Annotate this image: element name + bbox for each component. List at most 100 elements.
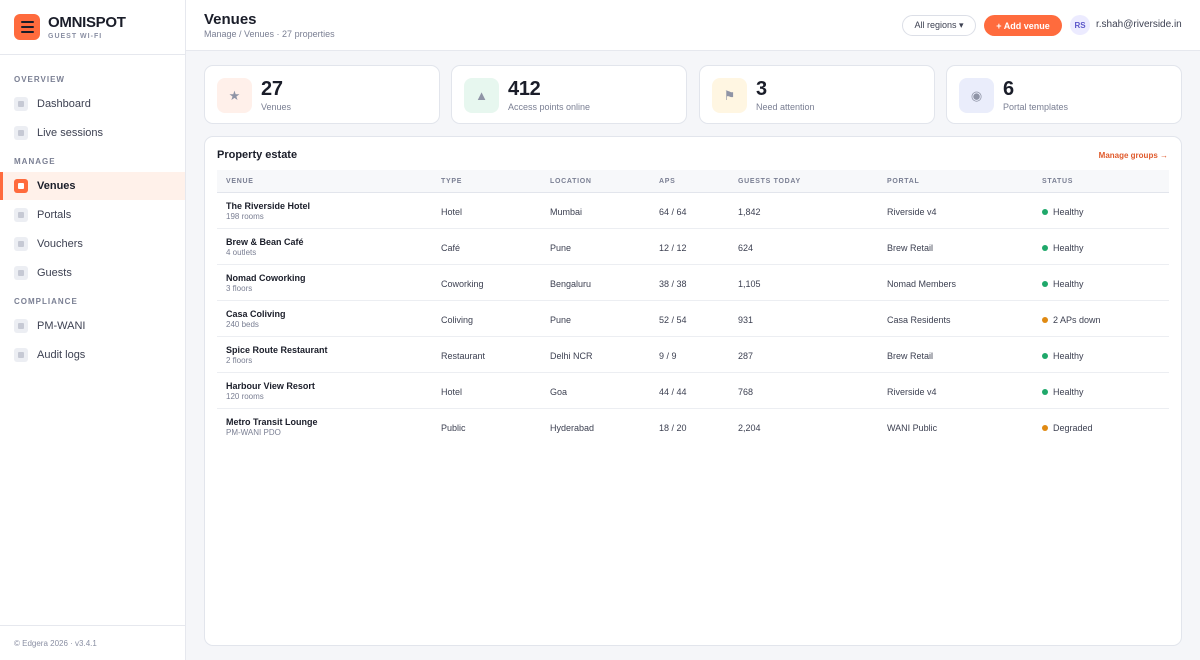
audit-logs-icon: [14, 348, 28, 362]
column-header-guests-today[interactable]: GUESTS TODAY: [738, 178, 801, 185]
status-badge: Healthy: [1042, 207, 1084, 217]
star-icon: ★: [217, 78, 252, 113]
sidebar-footer: © Edgera 2026 · v3.4.1: [0, 625, 185, 660]
status-dot-icon: [1042, 353, 1048, 359]
cell-guests-today: 1,105: [738, 279, 761, 289]
venue-detail: 240 beds: [226, 320, 259, 329]
cell-guests-today: 931: [738, 315, 754, 325]
column-header-portal[interactable]: PORTAL: [887, 178, 920, 185]
status-text: Healthy: [1053, 351, 1084, 361]
stat-card-attention: ⚑ 3 Need attention: [699, 65, 935, 124]
nav-section-manage: MANAGE: [14, 157, 56, 166]
table-row[interactable]: Harbour View Resort 120 rooms Hotel Goa 44 /…: [217, 373, 1169, 409]
sidebar-item-venues[interactable]: Venues: [0, 172, 185, 200]
manage-groups-link[interactable]: Manage groups →: [1098, 151, 1168, 160]
sidebar-item-label: Audit logs: [37, 349, 86, 361]
table-header: VENUE TYPE LOCATION APS GUESTS TODAY POR…: [217, 170, 1169, 193]
page-title: Venues: [204, 11, 257, 28]
add-venue-button[interactable]: + Add venue: [984, 15, 1062, 36]
panel-title: Property estate: [217, 149, 298, 161]
menu-icon[interactable]: [14, 14, 40, 40]
cell-location: Mumbai: [550, 207, 583, 217]
column-header-aps[interactable]: APS: [659, 178, 676, 185]
stat-value: 27: [261, 78, 283, 100]
portal-icon: ◉: [959, 78, 994, 113]
cell-portal: WANI Public: [887, 423, 938, 433]
status-text: 2 APs down: [1053, 315, 1101, 325]
column-header-type[interactable]: TYPE: [441, 178, 463, 185]
sidebar-item-label: Portals: [37, 209, 72, 221]
nav-section-compliance: COMPLIANCE: [14, 297, 78, 306]
cell-portal: Riverside v4: [887, 207, 937, 217]
venue-name[interactable]: Brew & Bean Café: [226, 237, 304, 247]
column-header-location[interactable]: LOCATION: [550, 178, 592, 185]
status-dot-icon: [1042, 281, 1048, 287]
status-text: Healthy: [1053, 243, 1084, 253]
sidebar-item-label: PM-WANI: [37, 320, 86, 332]
property-estate-panel: Property estate Manage groups → VENUE TY…: [204, 136, 1182, 646]
table-row[interactable]: Metro Transit Lounge PM-WANI PDO Public Hyd…: [217, 409, 1169, 445]
venue-detail: 3 floors: [226, 284, 253, 293]
table-row[interactable]: The Riverside Hotel 198 rooms Hotel Mumbai 6…: [217, 193, 1169, 229]
cell-guests-today: 624: [738, 243, 754, 253]
status-badge: Healthy: [1042, 351, 1084, 361]
sidebar-item-live-sessions[interactable]: Live sessions: [0, 119, 185, 147]
table-row[interactable]: Nomad Coworking 3 floors Coworking Bengalur…: [217, 265, 1169, 301]
sidebar: OMNISPOT GUEST WI-FI OVERVIEW Dashboard …: [0, 0, 186, 660]
cell-portal: Riverside v4: [887, 387, 937, 397]
user-email[interactable]: r.shah@riverside.in: [1096, 19, 1182, 30]
cell-type: Public: [441, 423, 466, 433]
table-row[interactable]: Spice Route Restaurant 2 floors Restaurant…: [217, 337, 1169, 373]
venue-name[interactable]: The Riverside Hotel: [226, 201, 311, 211]
cell-location: Pune: [550, 315, 572, 325]
sidebar-item-pm-wani[interactable]: PM-WANI: [0, 312, 185, 340]
sidebar-item-label: Live sessions: [37, 127, 104, 139]
sidebar-item-audit-logs[interactable]: Audit logs: [0, 341, 185, 369]
cell-type: Coliving: [441, 315, 474, 325]
status-text: Healthy: [1053, 387, 1084, 397]
cell-guests-today: 287: [738, 351, 754, 361]
cell-portal: Brew Retail: [887, 351, 934, 361]
status-dot-icon: [1042, 245, 1048, 251]
stat-label: Venues: [261, 102, 292, 112]
cell-guests-today: 2,204: [738, 423, 761, 433]
sidebar-item-guests[interactable]: Guests: [0, 259, 185, 287]
sidebar-item-label: Guests: [37, 267, 72, 279]
status-dot-icon: [1042, 425, 1048, 431]
status-dot-icon: [1042, 209, 1048, 215]
venue-name[interactable]: Casa Coliving: [226, 309, 286, 319]
sidebar-item-portals[interactable]: Portals: [0, 201, 185, 229]
table-row[interactable]: Brew & Bean Café 4 outlets Café Pune 12 / 12…: [217, 229, 1169, 265]
sidebar-item-label: Vouchers: [37, 238, 83, 250]
column-header-status[interactable]: STATUS: [1042, 178, 1074, 185]
stat-label: Portal templates: [1003, 102, 1069, 112]
topbar: Venues Manage / Venues · 27 properties A…: [186, 0, 1200, 51]
venue-name[interactable]: Spice Route Restaurant: [226, 345, 328, 355]
cell-aps: 18 / 20: [659, 423, 687, 433]
breadcrumb[interactable]: Manage / Venues · 27 properties: [204, 29, 335, 39]
pm-wani-icon: [14, 319, 28, 333]
status-badge: Healthy: [1042, 243, 1084, 253]
region-select[interactable]: All regions ▾: [902, 15, 976, 36]
cell-type: Hotel: [441, 207, 463, 217]
venue-name[interactable]: Metro Transit Lounge: [226, 417, 318, 427]
sidebar-item-vouchers[interactable]: Vouchers: [0, 230, 185, 258]
sidebar-item-dashboard[interactable]: Dashboard: [0, 90, 185, 118]
table-row[interactable]: Casa Coliving 240 beds Coliving Pune 52 / 54…: [217, 301, 1169, 337]
brand: OMNISPOT GUEST WI-FI: [0, 0, 185, 55]
venue-name[interactable]: Nomad Coworking: [226, 273, 306, 283]
cell-portal: Nomad Members: [887, 279, 957, 289]
status-badge: Degraded: [1042, 423, 1093, 433]
cell-location: Goa: [550, 387, 568, 397]
cell-guests-today: 1,842: [738, 207, 761, 217]
cell-portal: Brew Retail: [887, 243, 934, 253]
status-text: Degraded: [1053, 423, 1093, 433]
status-badge: 2 APs down: [1042, 315, 1101, 325]
column-header-venue[interactable]: VENUE: [226, 178, 254, 185]
status-dot-icon: [1042, 317, 1048, 323]
cell-aps: 44 / 44: [659, 387, 687, 397]
avatar[interactable]: RS: [1070, 15, 1090, 35]
sidebar-item-label: Dashboard: [37, 98, 91, 110]
venue-name[interactable]: Harbour View Resort: [226, 381, 315, 391]
stat-label: Access points online: [508, 102, 591, 112]
